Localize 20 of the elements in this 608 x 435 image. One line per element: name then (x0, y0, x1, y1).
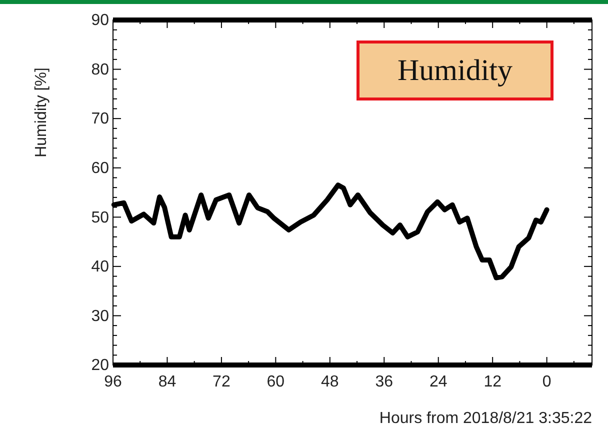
x-tick-label: 0 (542, 373, 552, 390)
y-tick-label: 80 (91, 61, 110, 78)
x-tick-label: 24 (429, 373, 448, 390)
x-axis-title: Hours from 2018/8/21 3:35:22 (379, 410, 592, 427)
x-tick-label: 72 (212, 373, 230, 390)
y-tick-label: 70 (91, 110, 110, 128)
x-tick-label: 36 (375, 373, 394, 390)
annotation: Humidity (397, 54, 513, 87)
y-tick-label: 60 (91, 160, 110, 177)
y-tick-label: 20 (91, 357, 110, 374)
y-tick-label: 90 (91, 12, 110, 30)
y-tick-label: 40 (91, 258, 110, 276)
y-tick-label: 50 (91, 209, 110, 226)
x-tick-label: 84 (158, 373, 176, 390)
x-tick-label: 60 (266, 373, 285, 390)
y-tick-label: 30 (91, 308, 110, 325)
x-tick-label: 48 (321, 373, 339, 390)
x-tick-label: 12 (484, 373, 502, 390)
y-axis-title: Humidity [%] (33, 68, 50, 158)
x-tick-label: 96 (104, 373, 122, 390)
